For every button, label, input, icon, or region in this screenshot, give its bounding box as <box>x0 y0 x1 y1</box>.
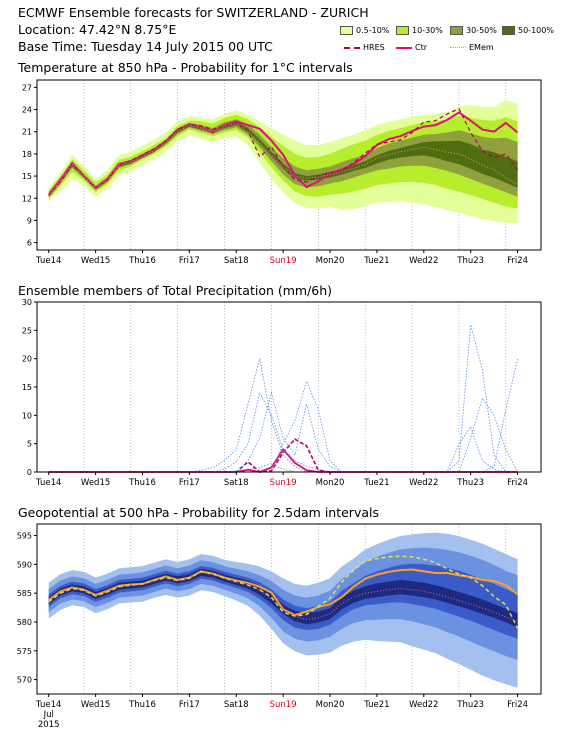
y-tick-label: 21 <box>22 128 32 137</box>
plot-frame <box>36 523 542 695</box>
base-time-line: Base Time: Tuesday 14 July 2015 00 UTC <box>18 39 273 54</box>
x-tick-label: Thu23 <box>456 256 484 266</box>
legend-label: 30-50% <box>466 26 497 35</box>
y-tick-label: 590 <box>17 560 32 569</box>
legend-swatch <box>340 26 353 35</box>
x-tick-label: Fri24 <box>507 700 528 710</box>
x-tick-label: Fri24 <box>507 478 528 488</box>
chart-title: ECMWF Ensemble forecasts for SWITZERLAND… <box>18 5 369 20</box>
x-tick-label: Sat18 <box>224 256 249 266</box>
y-tick-label: 9 <box>27 216 32 225</box>
x-tick-label: Thu23 <box>456 478 484 488</box>
legend-band-4: 50-100% <box>502 26 554 35</box>
precipitation-chart: 0 5 10 15 20 25 30 Tue14 Wed15 Thu16 Fri17 Sat18 Sun… <box>22 298 542 488</box>
x-tick-label: Wed15 <box>81 256 110 266</box>
x-tick-label: Tue21 <box>363 478 389 488</box>
y-tick-label: 575 <box>17 647 32 656</box>
plot-area <box>37 302 541 472</box>
x-tick-label: Sat18 <box>224 700 249 710</box>
x-tick-label: Fri17 <box>179 700 200 710</box>
x-tick-label: Mon20 <box>316 478 345 488</box>
y-tick-label: 0 <box>27 468 32 477</box>
y-tick-label: 580 <box>17 618 32 627</box>
legend-line-sample <box>450 47 466 48</box>
legend-band-3: 30-50% <box>450 26 497 35</box>
legend-swatch <box>396 26 409 35</box>
legend-line-hres: HRES <box>344 43 385 52</box>
y-tick-label: 5 <box>27 440 32 449</box>
band-4 <box>48 121 518 197</box>
x-tick-label: Thu16 <box>128 700 156 710</box>
x-tick-label: Mon20 <box>316 700 345 710</box>
panel-title-precipitation: Ensemble members of Total Precipitation … <box>18 283 333 298</box>
x-tick-label: Wed15 <box>81 700 110 710</box>
x-tick-label: Tue14 <box>35 256 61 266</box>
series-ctr <box>48 568 519 617</box>
x-tick-label: Thu16 <box>128 478 156 488</box>
x-tick-label: Tue14 <box>35 700 61 710</box>
legend-label: Ctr <box>415 43 428 52</box>
geopotential-chart: 570 575 580 585 590 595 Tue14 Wed15 Thu16 Fri17 Sa… <box>17 523 542 730</box>
legend: 0.5-10% 10-30% 30-50% 50-100% HRES Ctr E… <box>340 26 555 60</box>
series-emem <box>48 571 518 622</box>
legend-line-sample <box>344 46 360 49</box>
legend-label: 0.5-10% <box>356 26 390 35</box>
legend-band-1: 0.5-10% <box>340 26 389 35</box>
x-tick-label: Wed15 <box>81 478 110 488</box>
legend-band-2: 10-30% <box>396 26 443 35</box>
x-tick-label: Thu16 <box>128 256 156 266</box>
legend-line-sample <box>396 46 412 49</box>
panel-title-temperature: Temperature at 850 hPa - Probability for… <box>18 60 353 75</box>
y-tick-label: 595 <box>17 532 32 541</box>
temperature-chart: 6 9 12 15 18 21 24 27 Tue14 Wed15 Thu16 Fri17 Sat18 S… <box>22 79 542 266</box>
legend-swatch <box>450 26 463 35</box>
y-tick-label: 585 <box>17 589 32 598</box>
x-tick-label: Fri17 <box>179 478 200 488</box>
x-tick-label: Sun19 <box>270 256 297 266</box>
legend-label: HRES <box>363 43 385 52</box>
x-tick-label: Fri24 <box>507 256 528 266</box>
x-tick-label: Thu23 <box>456 700 484 710</box>
x-tick-label: Sun19 <box>270 478 297 488</box>
band-4 <box>48 568 518 628</box>
legend-swatch <box>502 26 515 35</box>
y-tick-label: 6 <box>27 239 32 248</box>
x-tick-label: Tue21 <box>363 700 389 710</box>
panel-title-geopotential: Geopotential at 500 hPa - Probability fo… <box>18 505 379 520</box>
x-tick-label: Wed22 <box>409 700 438 710</box>
y-tick-label: 18 <box>22 150 32 159</box>
y-tick-label: 25 <box>22 326 32 335</box>
y-tick-label: 20 <box>22 355 32 364</box>
legend-line-emem: EMem <box>450 43 494 52</box>
x-year-label: 2015 <box>38 720 60 730</box>
y-tick-label: 12 <box>22 194 32 203</box>
y-tick-label: 570 <box>17 676 32 685</box>
location-line: Location: 47.42°N 8.75°E <box>18 22 177 37</box>
legend-label: 10-30% <box>412 26 443 35</box>
x-tick-label: Fri17 <box>179 256 200 266</box>
x-month-label: Jul <box>43 710 54 720</box>
legend-label: 50-100% <box>518 26 554 35</box>
y-tick-label: 30 <box>22 298 32 307</box>
x-tick-label: Tue21 <box>363 256 389 266</box>
y-tick-label: 15 <box>22 383 32 392</box>
x-tick-label: Sat18 <box>224 478 249 488</box>
series-emem <box>48 123 518 196</box>
y-tick-label: 15 <box>22 172 32 181</box>
legend-line-ctr: Ctr <box>396 43 427 52</box>
legend-label: EMem <box>469 43 494 52</box>
band-3 <box>48 119 518 198</box>
x-tick-label: Sun19 <box>270 700 297 710</box>
x-tick-label: Tue14 <box>35 478 61 488</box>
plot-frame <box>36 79 542 251</box>
x-tick-label: Mon20 <box>316 256 345 266</box>
x-tick-label: Wed22 <box>409 478 438 488</box>
y-tick-label: 27 <box>22 83 32 92</box>
y-tick-label: 24 <box>22 106 32 115</box>
y-tick-label: 10 <box>22 411 32 420</box>
x-tick-label: Wed22 <box>409 256 438 266</box>
